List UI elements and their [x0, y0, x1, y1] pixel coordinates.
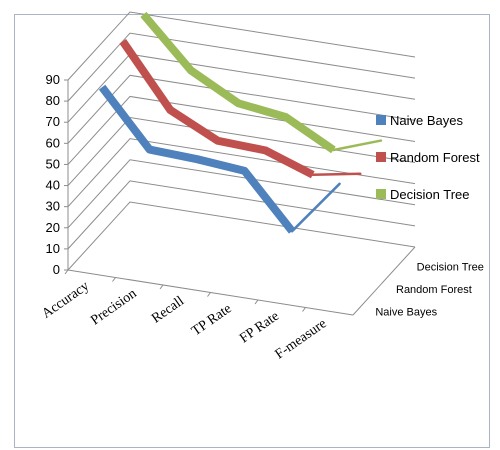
legend-swatch-random-forest	[376, 152, 386, 162]
x-tick-label-recall: Recall	[149, 294, 187, 327]
x-tick-mark	[159, 284, 164, 290]
gridline-60	[67, 74, 416, 144]
line-segment-naive-bayes	[290, 182, 341, 233]
legend: Naive Bayes Random Forest Decision Tree	[376, 113, 480, 202]
depth-axis-ticks: Decision Tree Random Forest Naive Bayes	[375, 261, 484, 318]
gridline-30	[67, 138, 416, 208]
gridline-20	[67, 159, 416, 229]
x-tick-label-fp-rate: FP Rate	[237, 309, 282, 347]
series-lines	[98, 11, 383, 234]
series-naive-bayes	[98, 84, 341, 234]
line-segment-random-forest	[311, 172, 362, 176]
chart-frame	[14, 14, 490, 448]
legend-swatch-naive-bayes	[376, 115, 386, 125]
legend-label-decision-tree: Decision Tree	[390, 187, 469, 202]
line-random-forest	[119, 39, 315, 179]
depth-axis-line	[352, 246, 416, 316]
series-random-forest	[119, 39, 362, 179]
x-tick-label-f-measure: F-measure	[273, 316, 330, 362]
gridline-80	[67, 32, 416, 102]
line-segment-decision-tree	[332, 139, 383, 152]
x-tick-label-precision: Precision	[88, 286, 139, 328]
depth-label-naive-bayes: Naive Bayes	[375, 307, 437, 319]
y-tick-label: 80	[46, 93, 60, 108]
gridline-10	[67, 180, 416, 250]
x-tick-mark	[64, 269, 69, 275]
y-tick-label: 20	[46, 220, 60, 235]
depth-label-random-forest: Random Forest	[396, 284, 472, 296]
y-tick-label: 50	[46, 156, 60, 171]
y-tick-label: 70	[46, 114, 60, 129]
x-tick-mark	[207, 292, 211, 297]
x-tick-mark	[112, 277, 116, 282]
y-tick-label: 90	[46, 72, 60, 87]
x-tick-mark	[254, 299, 259, 305]
x-tick-mark	[302, 307, 306, 312]
depth-label-decision-tree: Decision Tree	[417, 261, 484, 273]
legend-label-naive-bayes: Naive Bayes	[390, 113, 463, 128]
legend-swatch-decision-tree	[376, 189, 386, 199]
series-decision-tree	[140, 11, 383, 154]
gridline-0	[67, 201, 416, 271]
x-tick-label-accuracy: Accuracy	[40, 279, 93, 322]
gridline-90	[67, 11, 416, 81]
legend-label-random-forest: Random Forest	[390, 150, 480, 165]
y-axis-ticks: 0 10 20 30 40 50 60 70 80 90	[46, 72, 68, 277]
y-tick-label: 40	[46, 178, 60, 193]
x-tick-label-tp-rate: TP Rate	[189, 301, 234, 339]
gridline-50	[67, 95, 416, 165]
y-tick-label: 60	[46, 135, 60, 150]
gridlines	[67, 11, 416, 271]
y-tick-label: 30	[46, 199, 60, 214]
y-tick-label: 10	[46, 241, 60, 256]
y-tick-label: 0	[53, 262, 60, 277]
